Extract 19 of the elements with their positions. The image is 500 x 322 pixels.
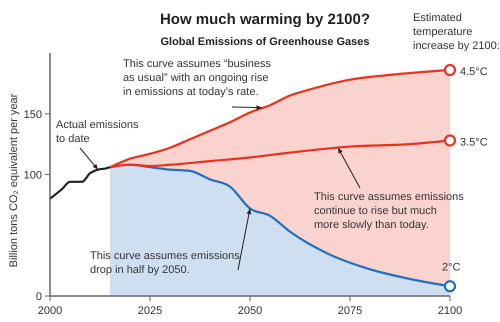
x-tick-label: 2075 [338, 305, 362, 317]
x-tick-label: 2000 [38, 305, 62, 317]
text: 3.5°C [460, 136, 488, 148]
text: Estimated temperature increase by 2100: [413, 12, 500, 52]
annotation: This curve assumes emissions continue to rise but much more slowly than today. [314, 191, 464, 231]
x-tick-label: 2025 [138, 305, 162, 317]
chart-subtitle: Global Emissions of Greenhouse Gases [160, 36, 370, 48]
y-tick-label: 0 [36, 291, 42, 303]
annotation: This curve assumes emissions drop in half by 2050. [90, 250, 240, 276]
x-tick-label: 2050 [238, 305, 262, 317]
y-tick-label: 150 [24, 108, 42, 121]
text: 4.5°C [460, 66, 488, 78]
x-tick-label: 2100 [438, 305, 462, 317]
y-axis-title: Billion tons CO₂ equivalent per year [8, 93, 20, 268]
annotation: 2°C [442, 261, 461, 274]
annotation: Actual emissions to date [56, 119, 140, 145]
y-tick-label: 100 [24, 170, 42, 182]
chart-title: How much warming by 2100? [160, 11, 370, 28]
annotation: This curve assumes “business as usual” with an ongoing rise in emissions at today’s rate. [123, 58, 272, 98]
